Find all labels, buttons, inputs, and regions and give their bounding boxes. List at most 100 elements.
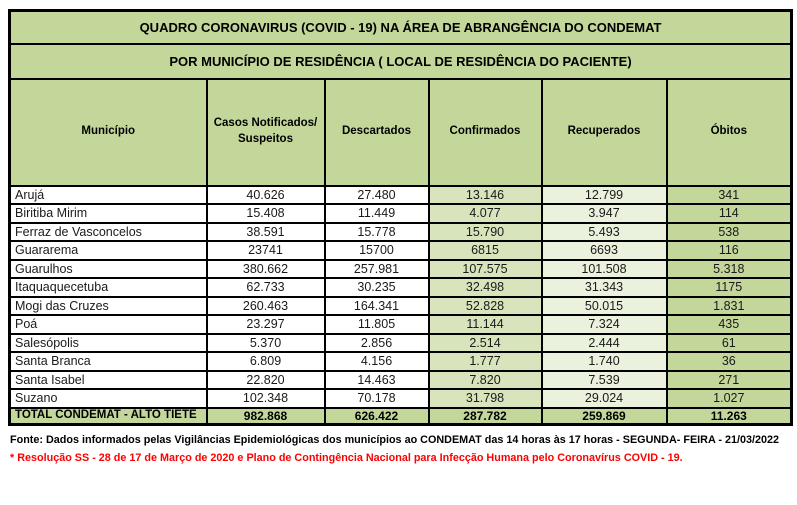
title-row: QUADRO CORONAVIRUS (COVID - 19) NA ÁREA … — [8, 9, 793, 45]
cell-casos: 380.662 — [205, 258, 326, 279]
cell-confirmados: 13.146 — [427, 184, 543, 205]
cell-obitos: 435 — [665, 314, 793, 335]
cell-recuperados: 29.024 — [540, 388, 668, 409]
column-header-obitos: Óbitos — [665, 77, 793, 187]
cell-confirmados: 11.144 — [427, 314, 543, 335]
cell-municipio: Santa Branca — [8, 351, 208, 372]
column-header-row: Município Casos Notificados/ Suspeitos D… — [8, 77, 793, 187]
cell-municipio: Guarulhos — [8, 258, 208, 279]
cell-confirmados: 107.575 — [427, 258, 543, 279]
cell-descartados: 257.981 — [323, 258, 430, 279]
table-title: QUADRO CORONAVIRUS (COVID - 19) NA ÁREA … — [8, 9, 793, 45]
column-header-casos-notificados: Casos Notificados/ Suspeitos — [205, 77, 326, 187]
cell-recuperados: 101.508 — [540, 258, 668, 279]
cell-municipio: Santa Isabel — [8, 369, 208, 390]
subtitle-row: POR MUNICÍPIO DE RESIDÊNCIA ( LOCAL DE R… — [8, 42, 793, 80]
cell-recuperados: 6693 — [540, 240, 668, 261]
cell-casos: 22.820 — [205, 369, 326, 390]
column-header-recuperados: Recuperados — [540, 77, 668, 187]
total-casos: 982.868 — [205, 406, 326, 426]
cell-descartados: 14.463 — [323, 369, 430, 390]
cell-municipio: Arujá — [8, 184, 208, 205]
cell-casos: 23.297 — [205, 314, 326, 335]
cell-obitos: 271 — [665, 369, 793, 390]
cell-municipio: Salesópolis — [8, 332, 208, 353]
cell-recuperados: 7.539 — [540, 369, 668, 390]
cell-municipio: Itaquaquecetuba — [8, 277, 208, 298]
cell-obitos: 1.831 — [665, 295, 793, 316]
cell-recuperados: 1.740 — [540, 351, 668, 372]
table-row: Salesópolis 5.370 2.856 2.514 2.444 61 — [8, 332, 793, 353]
cell-descartados: 2.856 — [323, 332, 430, 353]
cell-obitos: 116 — [665, 240, 793, 261]
cell-obitos: 36 — [665, 351, 793, 372]
cell-casos: 40.626 — [205, 184, 326, 205]
cell-obitos: 1175 — [665, 277, 793, 298]
table-row: Ferraz de Vasconcelos 38.591 15.778 15.790 5… — [8, 221, 793, 242]
cell-confirmados: 7.820 — [427, 369, 543, 390]
cell-obitos: 341 — [665, 184, 793, 205]
cell-recuperados: 7.324 — [540, 314, 668, 335]
table-row: Guararema 23741 15700 6815 6693 116 — [8, 240, 793, 261]
cell-recuperados: 50.015 — [540, 295, 668, 316]
cell-confirmados: 31.798 — [427, 388, 543, 409]
cell-obitos: 538 — [665, 221, 793, 242]
cell-casos: 5.370 — [205, 332, 326, 353]
covid-table: QUADRO CORONAVIRUS (COVID - 19) NA ÁREA … — [8, 9, 794, 426]
table-row: Itaquaquecetuba 62.733 30.235 32.498 31.343 1… — [8, 277, 793, 298]
column-header-confirmados: Confirmados — [427, 77, 543, 187]
cell-descartados: 4.156 — [323, 351, 430, 372]
total-descartados: 626.422 — [323, 406, 430, 426]
column-header-municipio: Município — [8, 77, 208, 187]
cell-obitos: 114 — [665, 203, 793, 224]
cell-confirmados: 4.077 — [427, 203, 543, 224]
cell-municipio: Guararema — [8, 240, 208, 261]
cell-obitos: 61 — [665, 332, 793, 353]
column-header-descartados: Descartados — [323, 77, 430, 187]
cell-obitos: 1.027 — [665, 388, 793, 409]
table-body: Arujá 40.626 27.480 13.146 12.799 341 Biritiba… — [8, 184, 793, 409]
cell-casos: 6.809 — [205, 351, 326, 372]
cell-casos: 62.733 — [205, 277, 326, 298]
cell-descartados: 15700 — [323, 240, 430, 261]
cell-descartados: 27.480 — [323, 184, 430, 205]
total-confirmados: 287.782 — [427, 406, 543, 426]
cell-casos: 260.463 — [205, 295, 326, 316]
cell-recuperados: 12.799 — [540, 184, 668, 205]
cell-casos: 23741 — [205, 240, 326, 261]
cell-confirmados: 6815 — [427, 240, 543, 261]
table-row: Biritiba Mirim 15.408 11.449 4.077 3.947 114 — [8, 203, 793, 224]
cell-confirmados: 2.514 — [427, 332, 543, 353]
cell-descartados: 70.178 — [323, 388, 430, 409]
cell-recuperados: 2.444 — [540, 332, 668, 353]
table-row: Poá 23.297 11.805 11.144 7.324 435 — [8, 314, 793, 335]
cell-descartados: 11.449 — [323, 203, 430, 224]
table-row: Arujá 40.626 27.480 13.146 12.799 341 — [8, 184, 793, 205]
cell-confirmados: 15.790 — [427, 221, 543, 242]
total-label: TOTAL CONDEMAT - ALTO TIETÊ — [8, 406, 208, 426]
cell-municipio: Mogi das Cruzes — [8, 295, 208, 316]
cell-recuperados: 31.343 — [540, 277, 668, 298]
total-row: TOTAL CONDEMAT - ALTO TIETÊ 982.868 626.… — [8, 406, 793, 426]
table-row: Guarulhos 380.662 257.981 107.575 101.508 5.3… — [8, 258, 793, 279]
cell-descartados: 164.341 — [323, 295, 430, 316]
cell-confirmados: 32.498 — [427, 277, 543, 298]
table-subtitle: POR MUNICÍPIO DE RESIDÊNCIA ( LOCAL DE R… — [8, 42, 793, 80]
cell-descartados: 11.805 — [323, 314, 430, 335]
cell-confirmados: 52.828 — [427, 295, 543, 316]
source-note: Fonte: Dados informados pelas Vigilância… — [10, 434, 779, 446]
cell-descartados: 30.235 — [323, 277, 430, 298]
cell-municipio: Poá — [8, 314, 208, 335]
page: QUADRO CORONAVIRUS (COVID - 19) NA ÁREA … — [8, 9, 794, 464]
table-row: Santa Branca 6.809 4.156 1.777 1.740 36 — [8, 351, 793, 372]
total-obitos: 11.263 — [665, 406, 793, 426]
table-row: Suzano 102.348 70.178 31.798 29.024 1.027 — [8, 388, 793, 409]
cell-obitos: 5.318 — [665, 258, 793, 279]
cell-descartados: 15.778 — [323, 221, 430, 242]
table-row: Santa Isabel 22.820 14.463 7.820 7.539 271 — [8, 369, 793, 390]
total-recuperados: 259.869 — [540, 406, 668, 426]
cell-confirmados: 1.777 — [427, 351, 543, 372]
cell-casos: 38.591 — [205, 221, 326, 242]
resolution-note: * Resolução SS - 28 de 17 de Março de 20… — [10, 452, 683, 464]
cell-recuperados: 5.493 — [540, 221, 668, 242]
